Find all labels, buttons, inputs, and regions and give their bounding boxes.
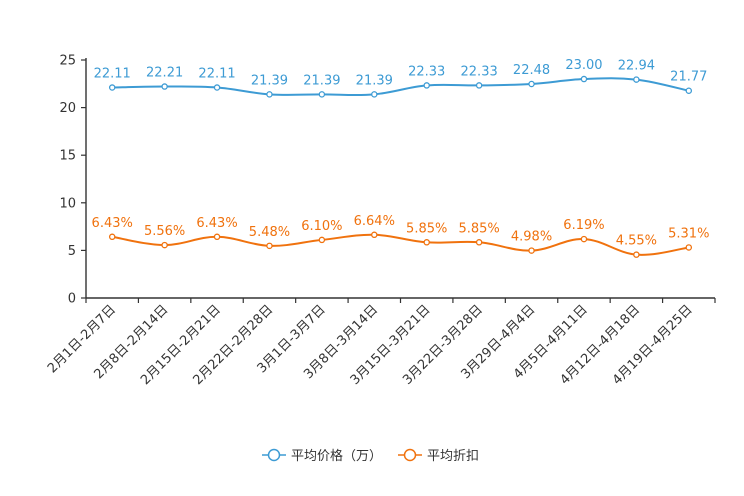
legend-marker-icon <box>267 448 281 462</box>
data-label: 22.21 <box>146 66 183 81</box>
legend-item-1[interactable]: 平均价格（万） <box>262 448 382 464</box>
data-point[interactable] <box>213 84 221 91</box>
y-tick-label: 0 <box>68 292 76 307</box>
data-point[interactable] <box>685 244 693 251</box>
legend[interactable]: 平均价格（万） 平均折扣 <box>262 448 479 464</box>
data-point[interactable] <box>266 91 273 98</box>
data-point[interactable] <box>475 239 483 246</box>
data-point[interactable] <box>266 242 273 250</box>
data-label: 21.39 <box>251 73 288 88</box>
data-point[interactable] <box>633 251 640 258</box>
data-label: 21.39 <box>356 73 393 88</box>
data-label: 5.85% <box>458 221 499 236</box>
data-point[interactable] <box>318 91 326 98</box>
data-point[interactable] <box>161 241 168 249</box>
data-label: 22.33 <box>461 64 498 79</box>
legend-label: 平均价格（万） <box>291 448 382 464</box>
series-2: 6.43% 5.56% 6.43% 5.48% 6.10% 6.64% 5.85% 5.85%… <box>92 214 709 258</box>
series-layer: 22.11 22.21 22.11 21.39 21.39 21.39 22.33 22.33… <box>92 58 709 258</box>
legend-item-2[interactable]: 平均折扣 <box>398 448 479 464</box>
data-point[interactable] <box>108 84 116 91</box>
data-point[interactable] <box>685 87 693 94</box>
data-label: 6.43% <box>196 216 237 231</box>
series-line <box>112 233 689 256</box>
data-label: 22.48 <box>513 63 550 78</box>
y-tick-label: 20 <box>59 101 76 116</box>
data-label: 22.11 <box>198 67 235 82</box>
y-tick-label: 25 <box>59 54 76 69</box>
data-point[interactable] <box>528 80 535 88</box>
y-tick-label: 10 <box>59 196 76 211</box>
data-label: 21.77 <box>670 70 707 85</box>
data-label: 6.10% <box>301 219 342 234</box>
series-line <box>112 77 690 97</box>
data-point[interactable] <box>108 233 116 241</box>
data-point[interactable] <box>371 91 378 98</box>
data-label: 23.00 <box>565 58 602 73</box>
legend-label: 平均折扣 <box>427 449 479 464</box>
data-label: 22.94 <box>618 59 655 74</box>
data-point[interactable] <box>318 236 326 244</box>
y-tick-label: 15 <box>59 149 76 164</box>
data-point[interactable] <box>580 235 588 243</box>
data-point[interactable] <box>423 239 430 246</box>
data-label: 5.48% <box>249 225 290 240</box>
series-1: 22.11 22.21 22.11 21.39 21.39 21.39 22.33 22.33… <box>94 58 707 98</box>
data-point[interactable] <box>423 82 430 89</box>
data-label: 6.19% <box>563 218 604 233</box>
data-label: 5.31% <box>668 226 709 241</box>
data-point[interactable] <box>633 76 640 83</box>
data-label: 4.55% <box>616 234 657 249</box>
data-label: 6.43% <box>92 216 133 231</box>
data-label: 21.39 <box>303 73 340 88</box>
data-point[interactable] <box>213 233 221 241</box>
data-label: 4.98% <box>511 230 552 245</box>
legend-marker-icon <box>403 448 417 462</box>
data-label: 5.56% <box>144 224 185 239</box>
y-tick-label: 5 <box>68 244 76 259</box>
data-point[interactable] <box>161 83 168 90</box>
data-label: 5.85% <box>406 221 447 236</box>
data-point[interactable] <box>580 75 588 83</box>
data-label: 22.33 <box>408 64 445 79</box>
data-point[interactable] <box>475 82 483 89</box>
data-point[interactable] <box>371 231 378 239</box>
data-label: 22.11 <box>94 67 131 82</box>
data-label: 6.64% <box>354 214 395 229</box>
data-point[interactable] <box>528 247 535 254</box>
